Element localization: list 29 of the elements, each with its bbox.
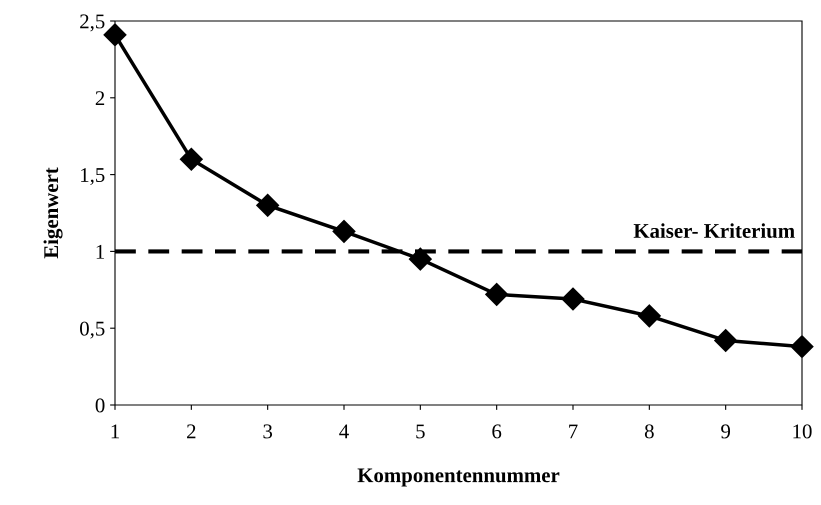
- point: [104, 23, 126, 46]
- point: [714, 328, 738, 352]
- y-tick-label: 2,5: [80, 14, 104, 32]
- x-tick-label: 5: [416, 424, 425, 438]
- x-axis-title: Komponentennummer: [358, 468, 560, 487]
- point: [485, 282, 508, 306]
- y-axis-title: Eigenwert: [44, 167, 63, 258]
- x-tick-label: 6: [492, 424, 502, 438]
- point: [790, 335, 814, 358]
- point: [332, 220, 356, 243]
- x-tick-label: 8: [644, 424, 654, 438]
- x-tick-label: 9: [721, 424, 730, 438]
- x-tick-label: 2: [187, 424, 196, 438]
- y-tick-label: 0: [96, 398, 104, 412]
- x-tick-label: 10: [793, 424, 812, 438]
- x-tick-label: 3: [263, 424, 272, 438]
- point: [256, 194, 280, 217]
- y-tick-label: 1,5: [81, 168, 104, 186]
- y-tick-label: 1: [96, 244, 104, 259]
- point: [562, 288, 584, 311]
- point: [638, 304, 661, 328]
- point: [408, 248, 432, 271]
- x-tick-label: 1: [112, 424, 119, 438]
- x-tick-label: 4: [339, 424, 349, 438]
- ref-line-label: Kaiser- Kriterium: [634, 223, 795, 238]
- point: [180, 148, 203, 171]
- x-tick-label: 7: [569, 424, 578, 438]
- y-tick-label: 2: [96, 91, 104, 106]
- y-tick-label: 0,5: [80, 322, 104, 339]
